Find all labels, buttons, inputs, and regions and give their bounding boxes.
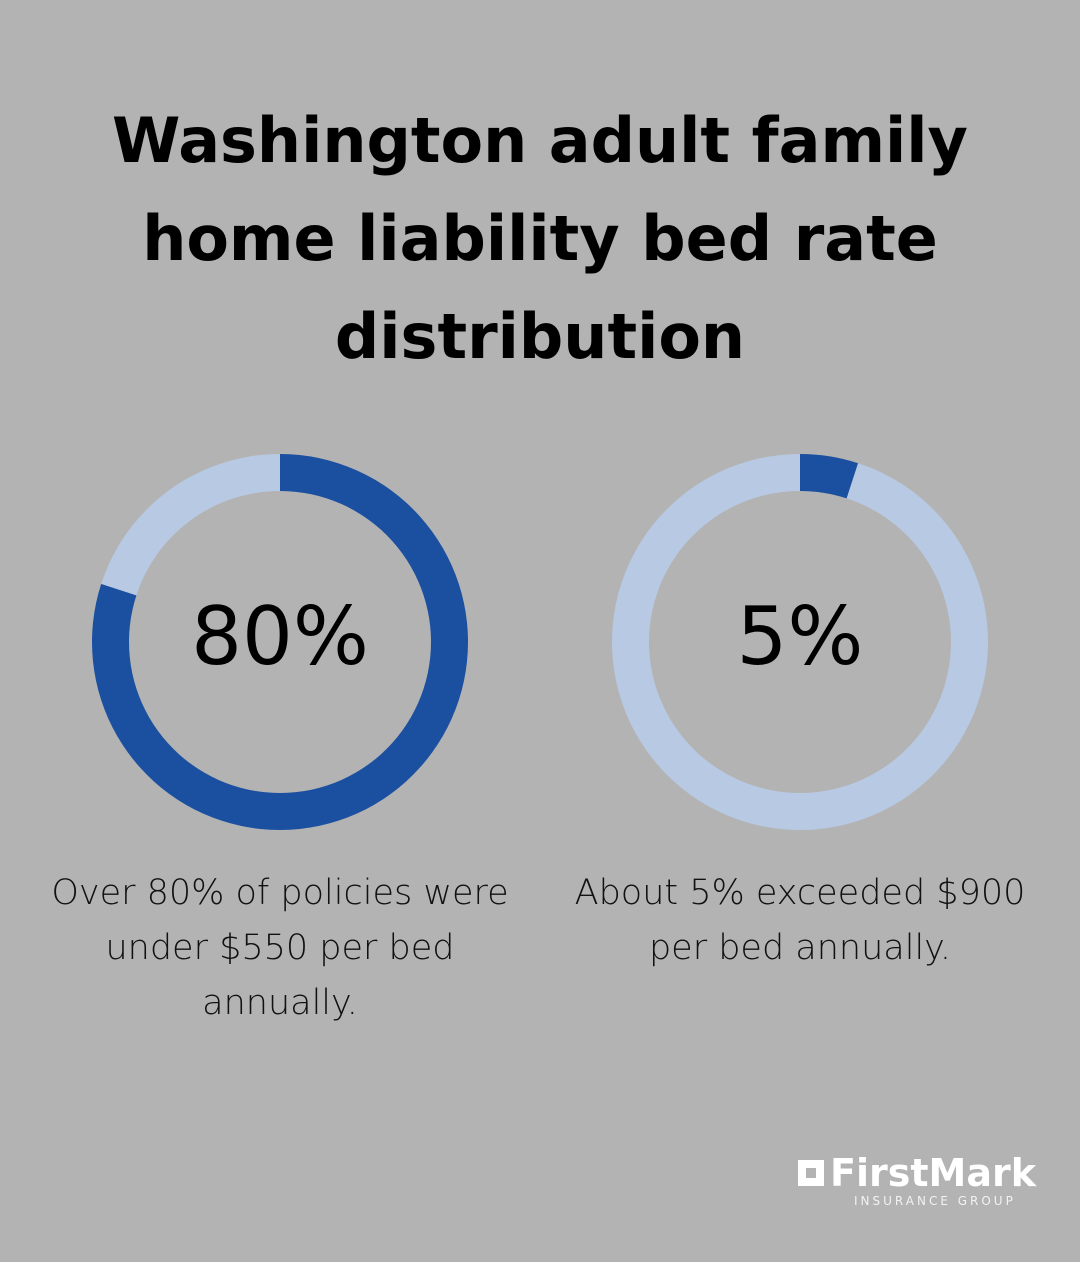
logo-tagline: INSURANCE GROUP (854, 1194, 1016, 1208)
logo-text: FirstMark (830, 1151, 1036, 1195)
logo-name: FirstMark (798, 1152, 1038, 1194)
caption: Over 80% of policies were under $550 per… (51, 873, 509, 1023)
donut-segment (101, 454, 280, 596)
donut-segment (800, 454, 859, 499)
logo: FirstMark INSURANCE GROUP (798, 1152, 1038, 1208)
caption: About 5% exceeded $900 per bed annually. (574, 873, 1026, 968)
title: Washington adult family home liability b… (112, 104, 968, 373)
center-label: 80% (191, 590, 369, 683)
center-label: 5% (737, 590, 864, 683)
logo-icon (798, 1160, 824, 1186)
